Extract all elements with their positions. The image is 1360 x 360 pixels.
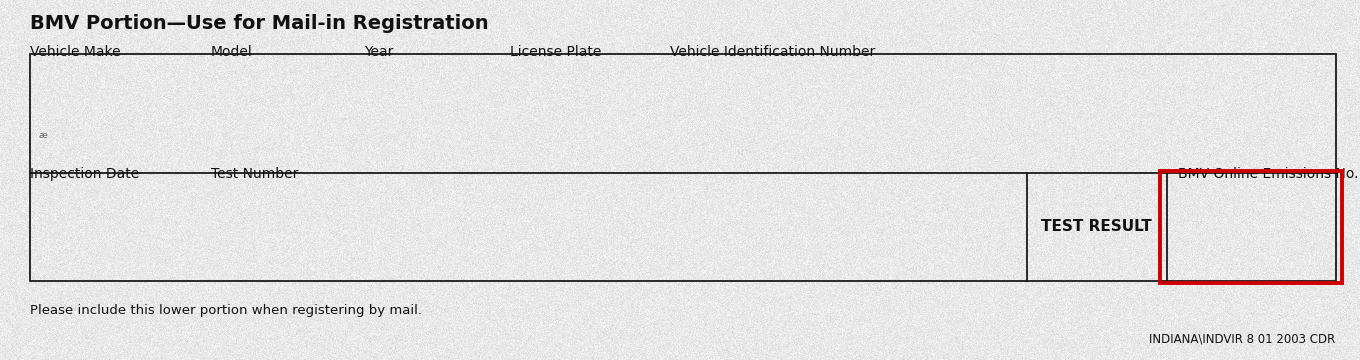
Text: TEST RESULT: TEST RESULT — [1042, 219, 1152, 234]
Bar — [1160, 171, 1342, 283]
Text: Test Number: Test Number — [211, 167, 298, 181]
Text: License Plate: License Plate — [510, 45, 601, 59]
Text: æ: æ — [38, 131, 48, 140]
Text: Inspection Date: Inspection Date — [30, 167, 139, 181]
Text: BMV Online Emissions No.: BMV Online Emissions No. — [1178, 167, 1359, 181]
Text: BMV Portion—Use for Mail-in Registration: BMV Portion—Use for Mail-in Registration — [30, 14, 488, 33]
Text: Vehicle Make: Vehicle Make — [30, 45, 121, 59]
Bar — [30, 54, 1336, 281]
Text: Please include this lower portion when registering by mail.: Please include this lower portion when r… — [30, 304, 422, 317]
Text: Vehicle Identification Number: Vehicle Identification Number — [670, 45, 876, 59]
Text: Model: Model — [211, 45, 253, 59]
Text: INDIANA\INDVIR 8 01 2003 CDR: INDIANA\INDVIR 8 01 2003 CDR — [1149, 333, 1336, 346]
Text: Year: Year — [364, 45, 394, 59]
